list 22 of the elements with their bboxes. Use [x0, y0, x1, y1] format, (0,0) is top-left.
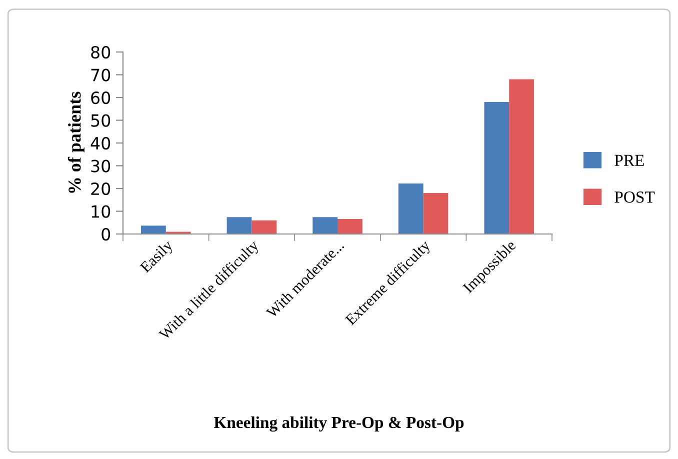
- legend-label: POST: [614, 192, 655, 203]
- y-tick-label: 70: [91, 68, 110, 82]
- y-tick-label: 30: [91, 160, 110, 172]
- y-tick-label: 50: [91, 114, 110, 127]
- bar: [141, 226, 166, 234]
- y-tick-label: 40: [90, 136, 110, 150]
- bar: [252, 220, 277, 234]
- bar: [398, 183, 424, 234]
- bar: [423, 193, 448, 234]
- bar: [312, 217, 338, 234]
- y-tick-label: 60: [91, 91, 110, 104]
- y-tick-label: 0: [102, 228, 110, 241]
- y-axis-title: % of patients: [68, 92, 84, 193]
- bar: [484, 102, 510, 234]
- y-tick-label: 80: [91, 46, 110, 59]
- bar: [226, 217, 252, 234]
- y-tick-label: 20: [91, 182, 110, 196]
- bar: [338, 218, 362, 234]
- y-tick-label: 10: [92, 205, 110, 218]
- legend-label: PRE: [614, 154, 644, 166]
- bar: [509, 79, 534, 234]
- x-axis-title: Kneeling ability Pre-Op & Post-Op: [214, 416, 464, 432]
